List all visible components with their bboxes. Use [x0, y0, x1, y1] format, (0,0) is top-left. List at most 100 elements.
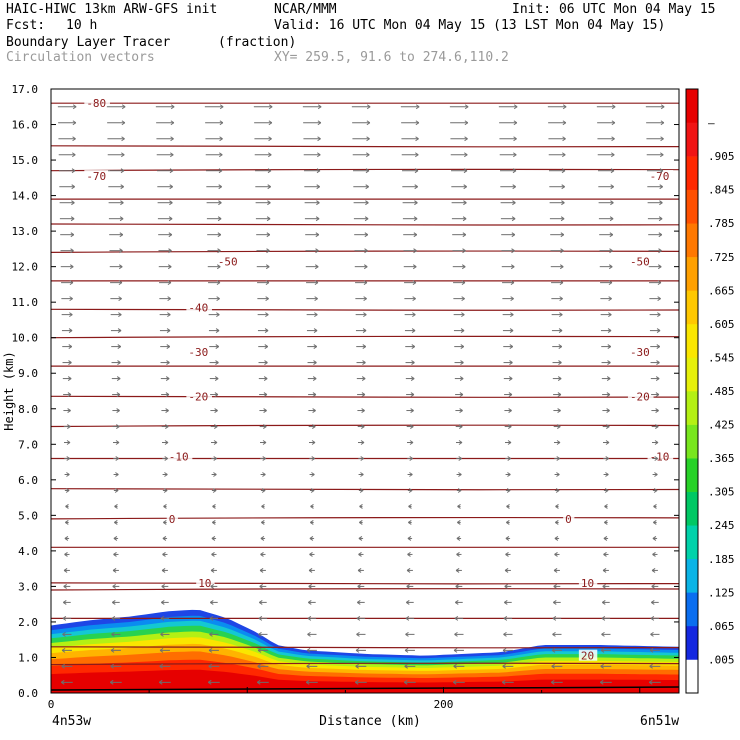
wind-vector	[211, 472, 217, 477]
wind-vector	[307, 376, 317, 381]
wind-vector	[501, 264, 515, 270]
wind-vector	[309, 488, 315, 493]
y-tick-label: 7.0	[18, 438, 38, 451]
wind-vector	[404, 663, 416, 669]
wind-vector	[308, 424, 316, 429]
colorbar-label: .545	[708, 351, 735, 364]
wind-vector	[359, 504, 363, 509]
wind-vector	[650, 360, 660, 365]
wind-vector	[356, 360, 366, 365]
wind-vector	[259, 568, 266, 573]
wind-vector	[597, 136, 615, 142]
wind-vector	[110, 647, 121, 653]
wind-vector	[456, 552, 462, 557]
wind-vector	[258, 344, 269, 350]
wind-vector	[407, 552, 413, 557]
wind-vector	[506, 520, 510, 525]
wind-vector	[603, 488, 609, 493]
wind-vector	[355, 647, 366, 653]
wind-vector	[155, 104, 175, 110]
wind-vector	[406, 424, 414, 429]
colorbar-swatch	[686, 122, 698, 157]
wind-vector	[210, 583, 218, 589]
y-tick-label: 4.0	[18, 545, 38, 558]
wind-vector	[549, 200, 565, 206]
wind-vector	[111, 344, 122, 350]
wind-vector	[601, 631, 611, 637]
wind-vector	[107, 152, 125, 158]
wind-vector	[113, 536, 119, 541]
wind-vector	[112, 440, 120, 445]
wind-vector	[501, 232, 516, 238]
wind-vector	[207, 264, 221, 270]
wind-vector	[308, 440, 316, 445]
wind-vector	[305, 248, 319, 254]
wind-vector	[453, 296, 465, 302]
contour-line	[50, 424, 680, 428]
wind-vector	[310, 504, 314, 509]
contour-line	[50, 588, 680, 591]
wind-vector	[160, 615, 170, 621]
wind-vector	[354, 679, 367, 685]
wind-vector	[353, 200, 369, 206]
wind-vector	[353, 216, 369, 222]
wind-vector	[113, 472, 119, 477]
wind-vector	[453, 328, 465, 334]
wind-vector	[309, 536, 315, 541]
wind-vector	[357, 599, 365, 605]
wind-vector	[355, 296, 367, 302]
contour-label: -40	[188, 302, 208, 315]
wind-vector	[603, 536, 609, 541]
wind-vector	[309, 552, 315, 557]
wind-vector	[553, 392, 562, 397]
wind-vector	[160, 376, 170, 381]
wind-vector	[500, 168, 517, 174]
wind-vector	[162, 536, 168, 541]
wind-vector	[503, 376, 513, 381]
wind-vector	[259, 392, 268, 397]
wind-vector	[649, 312, 661, 318]
colorbar-swatch	[686, 491, 698, 526]
y-tick-label: 14.0	[12, 190, 39, 203]
colorbar-swatch	[686, 625, 698, 660]
left-endpoint-label: 4n53w	[52, 714, 91, 729]
wind-vector	[647, 200, 663, 206]
contour-line	[50, 516, 680, 520]
contour-label-bg	[84, 170, 110, 182]
wind-vector	[548, 120, 567, 126]
wind-vector	[353, 184, 369, 190]
wind-vector	[407, 536, 413, 541]
x-tick-label: 0	[48, 698, 55, 711]
wind-vector	[59, 184, 75, 190]
wind-vector	[357, 424, 365, 429]
colorbar-label: .005	[708, 653, 735, 666]
wind-vector	[210, 392, 219, 397]
wind-vector	[260, 488, 266, 493]
wind-vector	[550, 264, 564, 270]
wind-vector	[58, 136, 76, 142]
wind-vector	[208, 663, 220, 669]
wind-vector	[498, 104, 518, 110]
wind-vector	[646, 136, 664, 142]
wind-vector	[648, 232, 663, 238]
colorbar-swatch	[686, 391, 698, 425]
wind-vector	[208, 328, 220, 334]
wind-vector	[405, 360, 415, 365]
contour-line	[50, 395, 680, 398]
wind-vector	[598, 184, 614, 190]
wind-vector	[112, 408, 120, 413]
wind-vector	[206, 184, 222, 190]
colorbar-swatch	[686, 357, 698, 392]
wind-vector	[597, 120, 616, 126]
wind-vector	[207, 232, 222, 238]
wind-vector	[552, 631, 562, 637]
wind-vector	[407, 456, 413, 461]
contour-label: -70	[86, 170, 106, 183]
wind-vector	[454, 344, 465, 350]
wind-vector	[260, 472, 266, 477]
wind-vector	[307, 360, 317, 365]
wind-vector	[113, 488, 119, 493]
wind-vector	[647, 168, 664, 174]
colorbar-label: .845	[708, 184, 735, 197]
wind-vector	[62, 376, 72, 381]
